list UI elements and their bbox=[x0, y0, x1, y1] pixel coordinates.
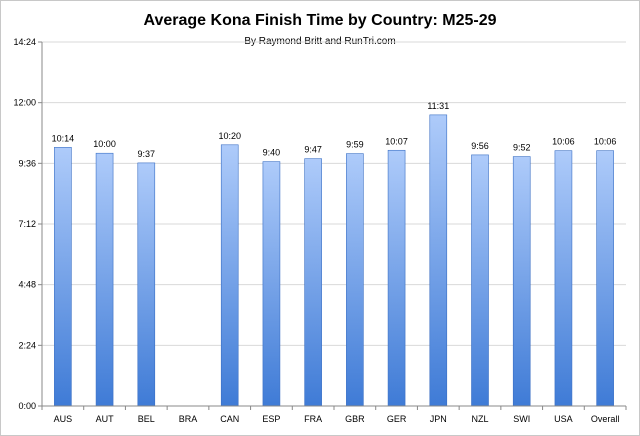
x-tick-label: BRA bbox=[179, 414, 198, 424]
data-label: 10:06 bbox=[552, 137, 575, 147]
data-label: 9:37 bbox=[138, 149, 156, 159]
x-tick-label: USA bbox=[554, 414, 573, 424]
y-tick-label: 12:00 bbox=[13, 98, 36, 108]
bar bbox=[54, 147, 72, 407]
bar bbox=[387, 149, 406, 407]
gridlines bbox=[42, 41, 626, 407]
data-label: 9:40 bbox=[263, 148, 281, 158]
data-label: 9:59 bbox=[346, 140, 364, 150]
y-tick-label: 7:12 bbox=[18, 219, 36, 229]
y-tick-label: 9:36 bbox=[18, 158, 36, 168]
data-label: 10:06 bbox=[594, 137, 617, 147]
bar bbox=[512, 156, 531, 407]
y-tick-label: 4:48 bbox=[18, 280, 36, 290]
y-tick-label: 2:24 bbox=[18, 340, 36, 350]
x-tick-label: AUT bbox=[96, 414, 115, 424]
data-label: 9:47 bbox=[304, 145, 322, 155]
chart-title: Average Kona Finish Time by Country: M25… bbox=[144, 12, 497, 29]
x-tick-label: GER bbox=[387, 414, 407, 424]
bar bbox=[137, 162, 156, 407]
data-label: 10:20 bbox=[218, 131, 241, 141]
data-label: 9:52 bbox=[513, 143, 531, 153]
bar bbox=[471, 154, 489, 407]
y-tick-label: 14:24 bbox=[13, 37, 36, 47]
x-tick-label: SWI bbox=[513, 414, 530, 424]
y-tick-label: 0:00 bbox=[18, 401, 36, 411]
bar bbox=[262, 161, 281, 407]
bar bbox=[95, 152, 114, 407]
data-label: 11:31 bbox=[427, 101, 449, 111]
x-tick-label: JPN bbox=[430, 414, 447, 424]
bar bbox=[304, 158, 322, 407]
bar bbox=[429, 114, 448, 407]
x-tick-label: BEL bbox=[138, 414, 155, 424]
data-label: 10:14 bbox=[52, 133, 75, 143]
x-tick-label: Overall bbox=[591, 414, 620, 424]
bars bbox=[54, 114, 614, 407]
x-tick-label: GBR bbox=[345, 414, 365, 424]
x-tick-label: ESP bbox=[262, 414, 280, 424]
data-labels: 10:14 10:00 9:37 10:20 9:40 9:47 9:59 10:07 11:3… bbox=[52, 101, 617, 159]
bar bbox=[220, 144, 239, 407]
x-tick-label: NZL bbox=[471, 414, 488, 424]
x-tick-label: FRA bbox=[304, 414, 322, 424]
data-label: 10:07 bbox=[385, 136, 408, 146]
bar bbox=[554, 150, 573, 407]
x-tick-label: AUS bbox=[54, 414, 73, 424]
y-axis: 0:00 2:24 4:48 7:12 9:36 12:00 14:24 bbox=[13, 37, 43, 411]
bar bbox=[346, 153, 364, 407]
bar bbox=[596, 150, 614, 407]
x-axis: AUS AUT BEL BRA CAN ESP FRA GBR GER JPN NZL SWI USA O… bbox=[41, 405, 627, 424]
x-tick-label: CAN bbox=[220, 414, 239, 424]
data-label: 10:00 bbox=[93, 139, 116, 149]
data-label: 9:56 bbox=[471, 141, 489, 151]
